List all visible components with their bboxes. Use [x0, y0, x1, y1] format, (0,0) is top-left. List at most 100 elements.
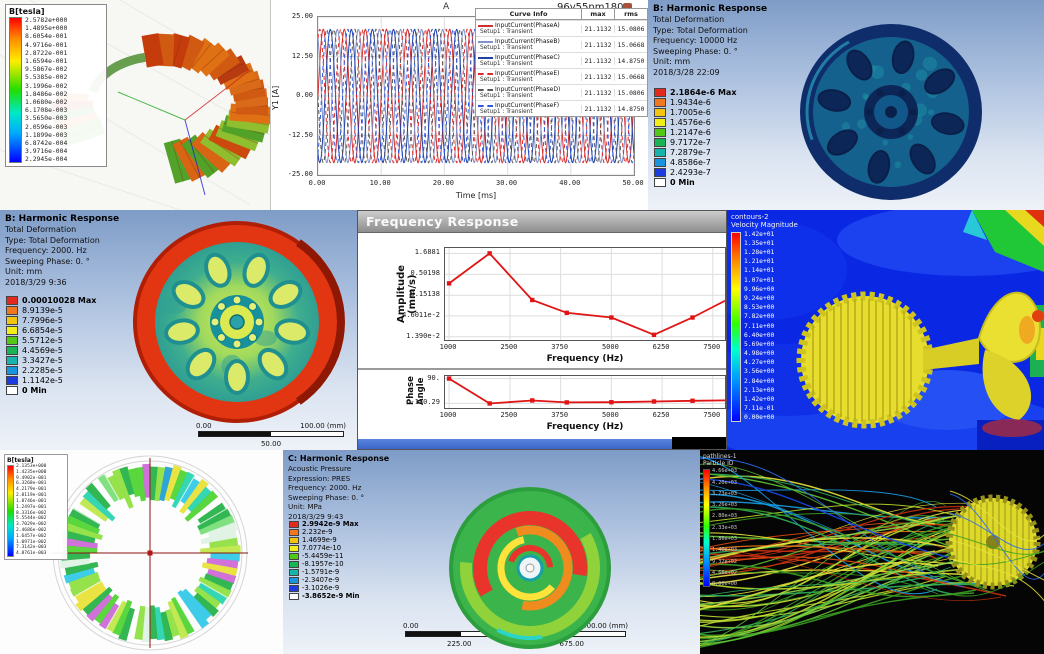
legend-row: 7.7996e-5 — [6, 316, 96, 325]
curve-line-swatch — [478, 56, 493, 59]
legend-value: 4.66e+02 — [712, 569, 737, 576]
table-header: rms — [614, 9, 647, 19]
legend-value: 4.66e+03 — [712, 468, 737, 475]
legend-value: 6.3268e-001 — [16, 481, 47, 487]
result-info-lines: Total Deformation Type: Total Deformation… — [653, 15, 767, 78]
legend-values: 2.1353e+000 1.4235e+000 9.4902e-001 6.3268e… — [16, 464, 47, 557]
legend-row: 6.6854e-5 — [6, 326, 96, 335]
legend-value: Type: Total Deformation — [653, 25, 748, 35]
legend-value: 4.9716e-001 — [25, 40, 68, 49]
legend-value: Sweeping Phase: 0. ° — [653, 46, 738, 56]
curve-row: InputCurrent(PhaseA) Setup1 : Transient 21… — [476, 20, 647, 36]
legend-value: 1.28e+01 — [744, 249, 775, 257]
legend-value: Acoustic Pressure — [288, 464, 352, 473]
legend-title-line: Velocity Magnitude — [731, 221, 798, 230]
phase-axis-label: Phase Angle — [406, 376, 426, 406]
plot-divider — [358, 368, 726, 370]
panel-cfd-velocity-contour: contours-2 Velocity Magnitude 1.42e+01 1.… — [727, 210, 1044, 450]
tick-label: 2500 — [500, 343, 518, 351]
legend-value: 3.5650e-003 — [25, 114, 68, 123]
legend-title-line: pathlines-1 — [703, 453, 737, 460]
legend-value: 9.24e+00 — [744, 294, 775, 302]
legend-value: 6.8742e-004 — [25, 139, 68, 148]
panel-maxwell-torus: B[tesla] 2.5782e+000 1.4895e+000 8.6054e-0… — [0, 0, 270, 210]
legend-row: 2.9942e-9 Max — [289, 520, 360, 528]
panel-maxwell-rotor: B[tesla] 2.1353e+000 1.4235e+000 9.4902e-0… — [0, 450, 283, 654]
legend-value: 2018/3/28 22:09 — [653, 67, 720, 77]
black-corner — [672, 437, 726, 449]
legend-row: -3.8652e-9 Min — [289, 592, 360, 600]
legend-value: 2.4686e-002 — [16, 527, 47, 533]
result-title: B: Harmonic Response — [653, 4, 768, 14]
legend-value: 2.33e+03 — [712, 524, 737, 531]
tick-label: 6250 — [652, 343, 670, 351]
velocity-legend: contours-2 Velocity Magnitude 1.42e+01 1.… — [731, 213, 798, 422]
legend-value: Frequency: 2000. Hz — [5, 246, 87, 256]
legend-value: Unit: mm — [653, 57, 691, 67]
legend-value: 7.3142e-003 — [16, 545, 47, 551]
legend-value: 5.5385e-002 — [25, 73, 68, 82]
legend-value: Total Deformation — [5, 225, 77, 234]
result-info-lines: Acoustic Pressure Expression: PRES Frequen… — [288, 464, 389, 521]
legend-value: 8.3316e-002 — [16, 510, 47, 516]
tick-label: 50.00 — [622, 179, 644, 187]
legend-value: Unit: mm — [5, 267, 43, 277]
legend-value: 2.2945e-004 — [25, 155, 68, 164]
legend-row: 2.2285e-5 — [6, 366, 96, 375]
window-title-bar[interactable]: Frequency Response — [358, 211, 726, 233]
legend-row: 2.1864e-6 Max — [654, 88, 737, 97]
legend-value: Sweeping Phase: 0. ° — [288, 492, 365, 502]
contour-legend: 2.1864e-6 Max 1.9434e-6 1.7005e-6 1.4576e-6… — [654, 88, 737, 188]
rotor-field-plot — [52, 455, 248, 651]
legend-row: -5.4459e-11 — [289, 552, 360, 560]
result-title: C: Harmonic Response — [288, 454, 390, 463]
plot-title: 96v55nm180 — [557, 2, 624, 13]
ruler-min: 0.00 — [403, 622, 419, 630]
legend-value: 2.84e+00 — [744, 377, 775, 385]
tick-label: 3750 — [551, 343, 569, 351]
tick-label: 40.00 — [559, 179, 581, 187]
legend-value: 1.40e+03 — [712, 547, 737, 554]
tick-label: 10.00 — [369, 179, 391, 187]
ruler-q3: 675.00 — [559, 640, 585, 648]
legend-row: 4.8586e-7 — [654, 158, 737, 167]
result-info-block: B: Harmonic Response Total Deformation Ty… — [653, 4, 767, 78]
legend-value: Frequency: 2000. Hz — [288, 483, 362, 492]
legend-value: 6.40e+00 — [744, 331, 775, 339]
curve-line-swatch — [478, 72, 493, 75]
legend-title: B[tesla] — [7, 457, 34, 464]
curve-line-swatch — [478, 24, 493, 27]
window-title: Frequency Response — [366, 214, 519, 229]
legend-value: 1.21e+01 — [744, 258, 775, 266]
y-axis-ticks: 25.00 12.50 0.00 -12.50 -25.00 — [275, 12, 315, 178]
legend-value: 3.26e+03 — [712, 502, 737, 509]
legend-value: 1.14e+01 — [744, 267, 775, 275]
legend-row: 1.7005e-6 — [654, 108, 737, 117]
color-scale-bar — [703, 469, 710, 588]
ruler-max: 900.00 (mm) — [582, 622, 628, 630]
legend-value: 1.8486e-002 — [25, 89, 68, 98]
legend-value: 1.0971e-002 — [16, 539, 47, 545]
legend-row: 1.4576e-6 — [654, 118, 737, 127]
legend-value: 5.69e+00 — [744, 340, 775, 348]
legend-value: 1.2497e-001 — [16, 504, 47, 510]
tick-label: 1000 — [439, 343, 457, 351]
curve-line-swatch — [478, 40, 493, 43]
legend-value: 7.82e+00 — [744, 313, 775, 321]
tick-label: 30.00 — [496, 179, 518, 187]
legend-value: 2018/3/29 9:43 — [288, 511, 344, 521]
panel-harmonic-2000hz: B: Harmonic Response Total Deformation Ty… — [0, 210, 357, 450]
legend-row: 9.7172e-7 — [654, 138, 737, 147]
legend-title: B[tesla] — [9, 7, 45, 16]
legend-value: 1.4895e+000 — [25, 24, 68, 33]
legend-value: 3.1996e-002 — [25, 81, 68, 90]
pathlines-legend: pathlines-1 Particle ID 4.66e+03 4.20e+03… — [703, 453, 737, 588]
legend-value: 9.5867e-002 — [25, 65, 68, 74]
taskbar-strip — [358, 439, 726, 449]
contour-legend: 2.9942e-9 Max 2.232e-9 1.4699e-9 7.0774e-10… — [289, 520, 360, 600]
tick-label: 1000 — [439, 411, 457, 419]
legend-value: 1.42e+01 — [744, 230, 775, 238]
legend-value: 8.6054e-001 — [25, 32, 68, 41]
legend-value: Frequency: 10000 Hz — [653, 36, 738, 46]
